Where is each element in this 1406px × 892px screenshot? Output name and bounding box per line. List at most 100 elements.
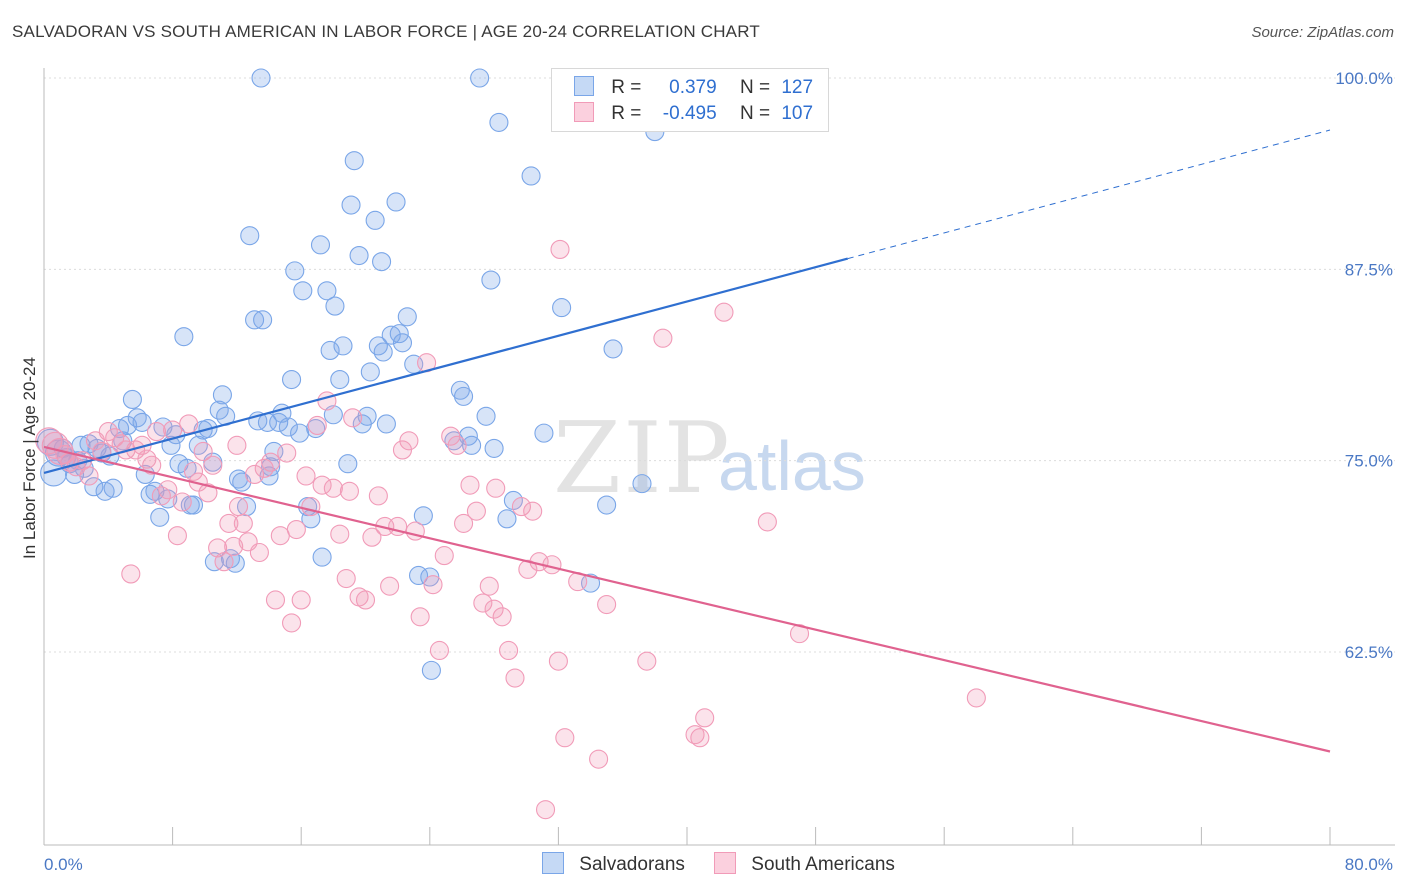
- point-south-americans: [355, 590, 376, 610]
- point-south-americans: [434, 546, 454, 566]
- point-south-americans: [142, 455, 162, 475]
- point-south-americans: [193, 441, 213, 462]
- legend-swatch-south-americans: [574, 102, 594, 122]
- point-salvadorans: [253, 310, 273, 330]
- point-salvadorans: [150, 507, 170, 527]
- point-south-americans: [505, 668, 525, 688]
- point-south-americans: [447, 435, 467, 455]
- point-south-americans: [296, 466, 316, 486]
- bottom-legend-label-south-americans: South Americans: [751, 854, 895, 875]
- point-south-americans: [597, 594, 617, 615]
- point-salvadorans: [349, 246, 369, 266]
- point-south-americans: [479, 576, 499, 596]
- point-salvadorans: [386, 192, 406, 212]
- point-salvadorans: [481, 270, 501, 290]
- point-south-americans: [966, 688, 986, 708]
- point-south-americans: [146, 422, 167, 442]
- point-south-americans: [511, 497, 531, 517]
- point-salvadorans: [333, 336, 353, 356]
- point-salvadorans: [397, 307, 417, 327]
- point-south-americans: [368, 486, 388, 506]
- point-south-americans: [245, 464, 265, 484]
- point-salvadorans: [245, 310, 265, 330]
- point-salvadorans: [421, 660, 441, 680]
- point-salvadorans: [552, 298, 572, 318]
- point-salvadorans: [489, 112, 509, 132]
- point-south-americans: [429, 640, 449, 661]
- trend-line-salvadorans: [43, 257, 849, 474]
- point-salvadorans: [103, 478, 123, 498]
- point-south-americans: [789, 624, 810, 644]
- point-south-americans: [550, 239, 570, 259]
- point-salvadorans: [320, 340, 340, 361]
- point-south-americans: [484, 599, 504, 619]
- point-south-americans: [499, 640, 519, 661]
- point-salvadorans: [484, 438, 504, 458]
- point-salvadorans: [290, 423, 310, 443]
- point-south-americans: [380, 576, 400, 596]
- point-south-americans: [589, 749, 609, 769]
- point-salvadorans: [236, 497, 257, 517]
- point-salvadorans: [174, 327, 194, 347]
- point-south-americans: [548, 651, 568, 671]
- point-south-americans: [323, 478, 343, 498]
- point-south-americans: [535, 800, 556, 820]
- axes: [43, 68, 1395, 846]
- point-salvadorans: [84, 477, 104, 497]
- point-south-americans: [339, 481, 359, 501]
- point-south-americans: [121, 564, 141, 584]
- y-axis-title: In Labor Force | Age 20-24: [20, 357, 39, 559]
- point-south-americans: [460, 475, 480, 495]
- point-south-americans: [224, 536, 244, 556]
- point-salvadorans: [365, 210, 385, 230]
- legend-row-south-americans: R = -0.495 N = 107: [574, 102, 813, 128]
- point-south-americans: [486, 478, 506, 498]
- trend-lines: [43, 129, 1331, 753]
- legend-r-label: R =: [611, 77, 642, 98]
- point-south-americans: [219, 513, 239, 533]
- point-south-americans: [79, 466, 99, 486]
- point-salvadorans: [312, 547, 332, 567]
- point-south-americans: [690, 728, 710, 748]
- point-south-americans: [183, 461, 204, 481]
- point-south-americans: [270, 526, 290, 546]
- point-south-americans: [518, 559, 538, 579]
- point-south-americans: [307, 415, 327, 436]
- legend-swatch-salvadorans: [574, 76, 594, 96]
- point-south-americans: [301, 497, 321, 517]
- point-salvadorans: [132, 412, 152, 432]
- watermark-zip: ZIP: [553, 402, 732, 516]
- point-south-americans: [343, 408, 363, 428]
- y-tick-label: 100.0%: [1335, 69, 1393, 88]
- point-salvadorans: [317, 281, 337, 301]
- point-south-americans: [362, 527, 382, 547]
- grid-lines: [44, 77, 1395, 653]
- point-salvadorans: [325, 296, 345, 316]
- bottom-legend-label-salvadorans: Salvadorans: [579, 854, 685, 875]
- point-south-americans: [228, 497, 249, 517]
- point-salvadorans: [413, 506, 433, 526]
- point-south-americans: [492, 607, 512, 627]
- legend-n-value: 127: [781, 77, 814, 98]
- chart-title: SALVADORAN VS SOUTH AMERICAN IN LABOR FO…: [12, 22, 760, 41]
- y-tick-label: 87.5%: [1345, 260, 1393, 279]
- tick-labels: 62.5% 75.0% 87.5% 100.0% 0.0% 80.0% In Labor F…: [20, 69, 1393, 874]
- point-salvadorans: [372, 252, 392, 272]
- point-salvadorans: [462, 435, 482, 455]
- point-south-americans: [198, 483, 218, 503]
- point-salvadorans: [603, 339, 623, 359]
- point-south-americans: [336, 568, 356, 589]
- point-salvadorans: [381, 325, 401, 345]
- point-south-americans: [233, 513, 253, 533]
- point-south-americans: [410, 607, 430, 627]
- point-south-americans: [261, 452, 281, 472]
- point-south-americans: [330, 524, 350, 544]
- point-south-americans: [466, 501, 486, 521]
- point-salvadorans: [450, 380, 470, 400]
- point-salvadorans: [310, 235, 331, 255]
- trend-line-south-americans: [43, 445, 1331, 753]
- point-salvadorans: [285, 261, 305, 281]
- point-south-americans: [653, 328, 673, 348]
- watermark-atlas: atlas: [718, 427, 866, 505]
